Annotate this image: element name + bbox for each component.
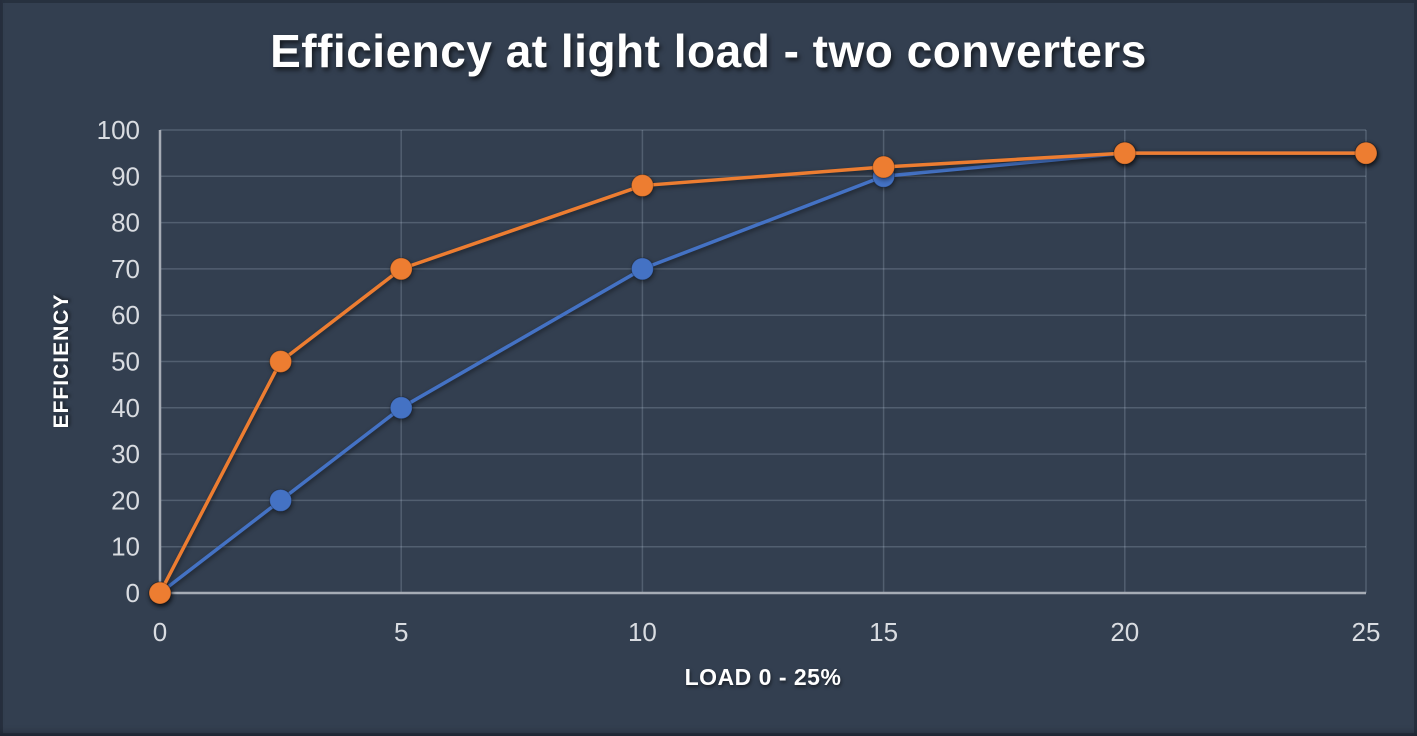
series-orange [148,141,1378,605]
x-tick-label: 0 [153,617,167,647]
y-tick-label: 30 [111,439,140,469]
x-tick-label: 10 [628,617,657,647]
y-tick-label: 60 [111,300,140,330]
series-line-orange [158,151,1368,595]
y-tick-label: 50 [111,347,140,377]
x-axis-title: LOAD 0 - 25% [684,664,842,690]
data-point-marker-orange [389,257,413,281]
data-point-marker-orange [148,581,172,605]
y-tick-label: 100 [97,115,140,145]
data-point-marker-blue [269,488,293,512]
y-tick-label: 20 [111,485,140,515]
series-blue [148,141,1378,605]
y-tick-label: 70 [111,254,140,284]
x-tick-label: 5 [394,617,408,647]
data-point-marker-orange [630,174,654,198]
y-tick-label: 0 [126,578,140,608]
x-tick-label: 15 [869,617,898,647]
data-point-marker-orange [872,155,896,179]
data-point-marker-blue [389,396,413,420]
data-point-marker-orange [269,350,293,373]
chart-title: Efficiency at light load - two converter… [270,25,1147,77]
gridlines [160,129,1367,593]
y-tick-label: 80 [111,208,140,238]
y-tick-label: 40 [111,393,140,423]
data-point-marker-orange [1113,141,1137,165]
data-point-marker-blue [630,257,654,281]
y-tick-label: 90 [111,161,140,191]
x-tick-label: 20 [1110,617,1139,647]
series-line-blue [158,151,1368,595]
tick-labels: 0 10 20 30 40 50 60 70 80 90 100 0 5 10 15 20 25 [97,115,1381,647]
data-point-marker-orange [1354,141,1378,165]
x-tick-label: 25 [1352,617,1381,647]
y-tick-label: 10 [111,532,140,562]
